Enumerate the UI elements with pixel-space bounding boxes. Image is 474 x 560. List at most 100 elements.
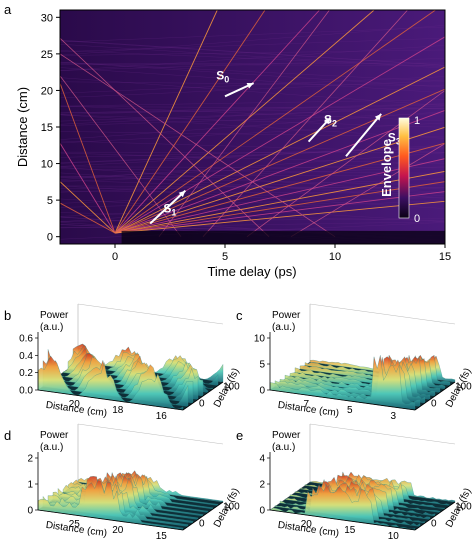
background-streak	[60, 106, 445, 109]
y-tick-label: 100	[455, 502, 472, 513]
y-tick-label: 0	[431, 398, 437, 409]
z-axis-label: Power	[40, 430, 69, 441]
z-axis-label: (a.u.)	[272, 442, 295, 453]
secondary-trajectory	[202, 10, 408, 237]
y-tick-label-a: 20	[41, 85, 53, 97]
background-streak	[60, 105, 445, 122]
background-streak	[60, 64, 445, 66]
background-streak	[60, 62, 445, 64]
background-streak	[60, 152, 445, 165]
trajectory-line	[60, 81, 116, 234]
z-tick-label: 0	[27, 506, 33, 517]
panel-letter-a: a	[4, 2, 12, 17]
y-tick-label: 100	[223, 382, 240, 393]
x-tick-label: 10	[388, 531, 400, 542]
z-axis-label: Power	[272, 310, 301, 321]
trajectory-line	[114, 36, 445, 234]
background-streak	[60, 152, 445, 180]
secondary-trajectory	[290, 143, 445, 238]
z-tick-label: 0.6	[19, 334, 33, 345]
background-streak	[60, 43, 445, 69]
background-streak	[60, 103, 445, 114]
x-tick-label: 20	[301, 519, 313, 530]
trajectory-line	[114, 170, 445, 234]
background-streak	[60, 161, 445, 178]
z-tick-label: 0.2	[19, 368, 33, 379]
background-streak	[60, 80, 445, 99]
soliton-arrow	[345, 113, 382, 157]
trajectory-line	[114, 10, 320, 234]
background-streak	[60, 131, 445, 138]
x-tick-label-a: 15	[439, 251, 451, 263]
background-streak	[60, 172, 445, 199]
colorbar-gradient	[398, 117, 410, 219]
panel-letter-e: e	[236, 428, 243, 443]
z-axis-label: (a.u.)	[40, 442, 63, 453]
colorbar: 1 0 Envelope	[379, 115, 420, 225]
trajectory-line	[114, 142, 445, 234]
surface-strip	[37, 355, 184, 411]
y-tick-label-a: 0	[47, 232, 53, 244]
z-tick-label: 2	[259, 480, 265, 491]
background-streak	[60, 25, 445, 56]
secondary-trajectory	[158, 10, 330, 237]
x-axis	[269, 389, 416, 411]
x-axis	[37, 389, 184, 411]
trajectory-line	[114, 10, 218, 234]
panel-letter-d: d	[4, 428, 11, 443]
background-streak	[60, 67, 445, 94]
background-streak	[60, 185, 445, 209]
heatmap-background	[60, 10, 445, 244]
surface-strip	[52, 352, 199, 400]
soliton-arrow-head	[374, 113, 382, 121]
background-streak	[60, 77, 445, 107]
z-axis-label: (a.u.)	[40, 322, 63, 333]
background-streak	[60, 122, 445, 144]
background-streak	[60, 40, 445, 66]
background-streak	[60, 166, 445, 169]
y-tick-label-a: 10	[41, 159, 53, 171]
trajectory-line	[114, 109, 445, 234]
surface-strip	[269, 355, 416, 411]
y-tick-label: 0	[431, 518, 437, 529]
background-streak	[60, 146, 445, 164]
x-tick-label: 16	[156, 411, 168, 422]
background-streak	[60, 166, 445, 182]
background-streak	[60, 49, 445, 56]
z-tick-label: 5	[259, 360, 265, 371]
background-streak	[60, 198, 445, 222]
z-axis-label: Power	[272, 430, 301, 441]
background-streak	[60, 58, 445, 71]
background-streak	[60, 140, 445, 153]
x-tick-label: 25	[69, 519, 81, 530]
soliton-arrow-head	[246, 82, 254, 89]
x-tick-label: 15	[156, 531, 168, 542]
trajectory-line	[114, 10, 436, 234]
y-tick-label-a: 30	[41, 12, 53, 24]
back-wall-edge	[309, 303, 456, 325]
surface-strip	[269, 484, 416, 531]
colorbar-tick-bottom: 0	[414, 213, 420, 225]
trajectory-line	[114, 88, 445, 234]
secondary-trajectory	[60, 53, 336, 238]
background-streak	[60, 190, 445, 194]
background-streak	[60, 76, 445, 94]
background-streak	[60, 174, 445, 178]
x-axis	[269, 509, 416, 531]
secondary-trajectory	[60, 75, 182, 237]
secondary-trajectory	[60, 37, 270, 237]
background-streak	[60, 45, 445, 71]
background-streak	[60, 61, 445, 88]
y-axis-label-a: Distance (cm)	[15, 87, 30, 167]
z-tick-label: 4	[259, 454, 265, 465]
background-streak	[60, 185, 445, 189]
trajectory-line	[114, 10, 266, 234]
background-streak	[60, 144, 445, 167]
z-tick-label: 0	[259, 506, 265, 517]
z-tick-label: 0.4	[19, 351, 33, 362]
background-streak	[60, 178, 445, 193]
